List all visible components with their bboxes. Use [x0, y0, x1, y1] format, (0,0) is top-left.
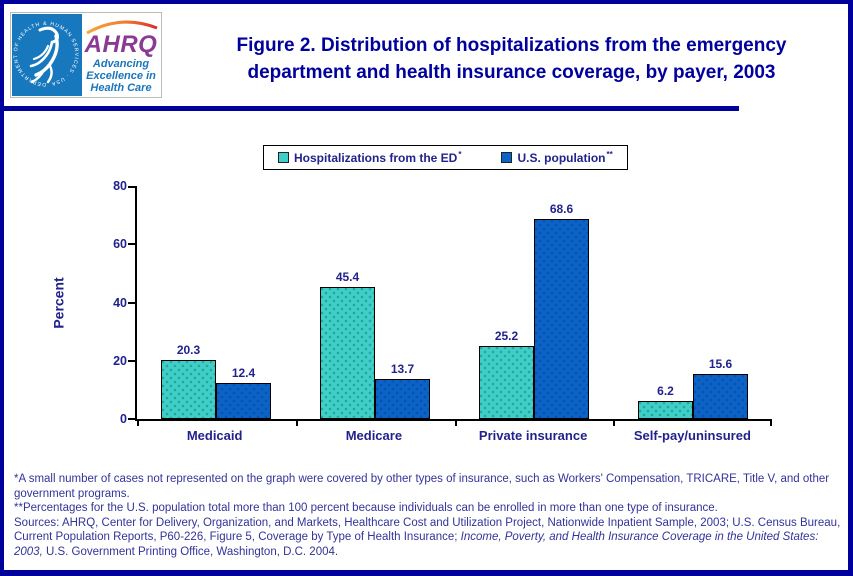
bar-value-label: 13.7: [390, 362, 415, 376]
x-axis-tick: [455, 421, 457, 426]
bar-value-label: 6.2: [657, 384, 674, 398]
legend-swatch-icon: [278, 152, 289, 163]
y-axis-tick: [128, 243, 137, 245]
y-tick-label: 0: [120, 412, 127, 426]
ahrq-arc-icon: [86, 20, 158, 35]
bar-ed-0: [161, 360, 216, 419]
bar-value-label: 68.6: [549, 202, 574, 216]
bar-ed-3: [638, 401, 693, 419]
ahrq-hhs-logo: DEPARTMENT OF HEALTH & HUMAN SERVICES · …: [10, 12, 162, 98]
y-tick-label: 80: [113, 179, 127, 193]
y-axis-title: Percent: [51, 276, 68, 329]
category-label-0: Medicaid: [186, 428, 243, 443]
footnotes: *A small number of cases not represented…: [14, 472, 842, 559]
chart-legend: Hospitalizations from the ED* U.S. popula…: [263, 145, 628, 170]
footnote-2: **Percentages for the U.S. population to…: [14, 502, 718, 514]
bar-ed-2: [479, 346, 534, 419]
x-axis-tick: [137, 421, 139, 426]
svg-text:Excellence in: Excellence in: [86, 70, 156, 82]
header-divider: [4, 106, 739, 111]
bar-uspop-2: [534, 219, 589, 419]
bar-uspop-0: [216, 383, 271, 419]
figure-title-line2: department and health insurance coverage…: [247, 62, 776, 83]
bar-value-label: 25.2: [494, 329, 519, 343]
y-axis-tick: [128, 360, 137, 362]
bar-value-label: 12.4: [231, 366, 256, 380]
bar-uspop-1: [375, 379, 430, 419]
legend-label: Hospitalizations from the ED*: [294, 150, 462, 165]
x-axis-tick: [296, 421, 298, 426]
category-label-3: Self-pay/uninsured: [633, 428, 751, 443]
hhs-eagle-icon: [29, 26, 59, 84]
legend-footnote-marker: *: [458, 150, 462, 159]
figure-title-line1: Figure 2. Distribution of hospitalizatio…: [236, 35, 787, 56]
figure-title: Figure 2. Distribution of hospitalizatio…: [184, 32, 839, 86]
x-axis-category-labels: Medicaid Medicare Private insurance Self-pa…: [135, 428, 772, 443]
legend-label: U.S. population**: [517, 150, 613, 165]
bar-ed-1: [320, 287, 375, 419]
y-axis-tick: [128, 418, 137, 420]
category-label-1: Medicare: [345, 428, 403, 443]
sources-note: Sources: AHRQ, Center for Delivery, Orga…: [14, 516, 841, 558]
y-tick-label: 20: [113, 354, 127, 368]
legend-swatch-icon: [501, 152, 513, 163]
bar-chart-plot: 20.3 12.4 45.4 13.7 25.2 68.6 6.2 15.6 0 20 40 60 80: [113, 179, 772, 426]
svg-text:Advancing: Advancing: [92, 58, 150, 70]
bar-value-label: 15.6: [708, 357, 733, 371]
legend-item-ed: Hospitalizations from the ED*: [278, 150, 461, 165]
legend-footnote-marker: **: [606, 150, 613, 159]
ahrq-wordmark: AHRQ: [84, 31, 158, 58]
bar-uspop-3: [693, 374, 748, 419]
y-tick-label: 40: [113, 296, 127, 310]
bar-value-label: 45.4: [335, 270, 360, 284]
bar-value-label: 20.3: [176, 343, 201, 357]
x-axis-tick: [770, 421, 772, 426]
y-axis-tick: [128, 186, 137, 188]
svg-text:Health Care: Health Care: [90, 82, 151, 94]
footnote-1: *A small number of cases not represented…: [14, 473, 830, 500]
ahrq-tagline: Advancing Excellence in Health Care: [86, 58, 156, 94]
ahrq-hhs-logo-icon: DEPARTMENT OF HEALTH & HUMAN SERVICES · …: [10, 12, 162, 98]
category-label-2: Private insurance: [478, 428, 588, 443]
x-axis-tick: [613, 421, 615, 426]
y-tick-label: 60: [113, 237, 127, 251]
y-axis-tick: [128, 302, 137, 304]
legend-item-uspop: U.S. population**: [501, 150, 613, 165]
